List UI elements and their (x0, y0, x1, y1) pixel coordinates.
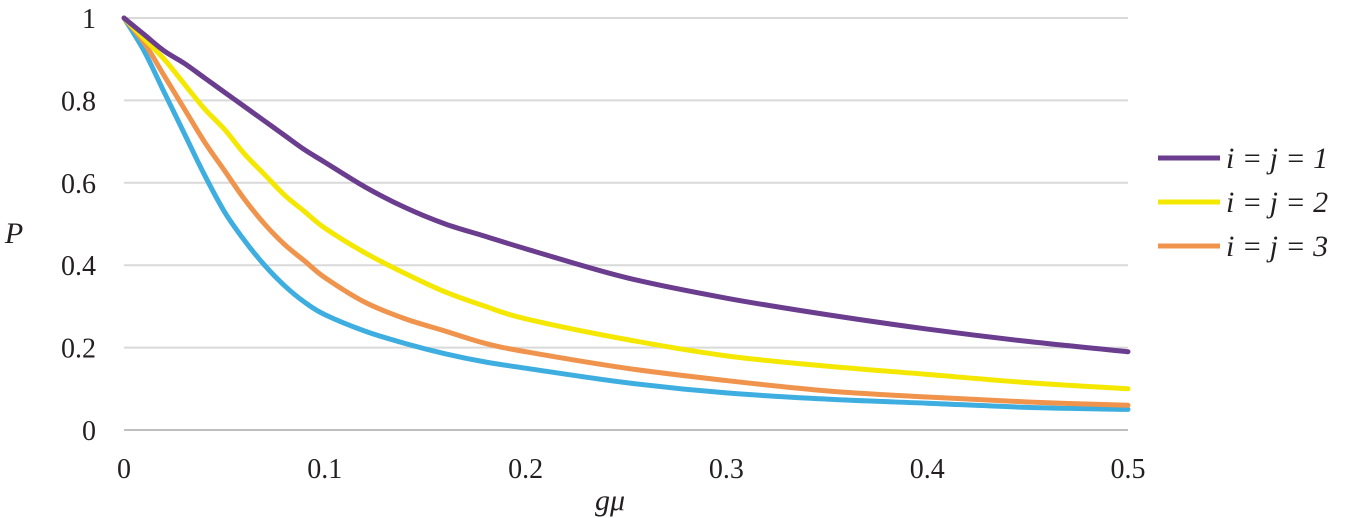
gridlines (124, 17, 1128, 349)
x-tick-label: 0.4 (910, 454, 945, 485)
tick-labels: 0 0.2 0.4 0.6 0.8 1 0 0.1 0.2 0.3 0.4 0.5 (61, 4, 1146, 485)
y-tick-label: 0.8 (61, 86, 96, 117)
legend-label: i = j = 1 (1226, 142, 1328, 175)
x-tick-label: 0.1 (307, 454, 342, 485)
x-tick-label: 0.3 (709, 454, 744, 485)
series-lines (121, 15, 1131, 412)
series-line (121, 15, 1131, 408)
x-tick-label: 0.5 (1111, 454, 1146, 485)
series-line (121, 15, 1131, 392)
y-tick-label: 0.4 (61, 251, 96, 282)
x-tick-label: 0.2 (508, 454, 543, 485)
x-axis-label: gμ (595, 484, 625, 517)
legend-label: i = j = 2 (1226, 186, 1328, 219)
y-axis-label: P (4, 217, 23, 250)
series-line (121, 15, 1131, 355)
series-line (121, 15, 1131, 412)
y-tick-label: 0.2 (61, 334, 96, 365)
legend-label: i = j = 3 (1226, 230, 1328, 263)
x-tick-label: 0 (117, 454, 131, 485)
legend: i = j = 1 i = j = 2 i = j = 3 (1158, 142, 1328, 263)
y-tick-label: 0.6 (61, 169, 96, 200)
y-tick-label: 1 (82, 4, 96, 35)
y-tick-label: 0 (82, 416, 96, 447)
